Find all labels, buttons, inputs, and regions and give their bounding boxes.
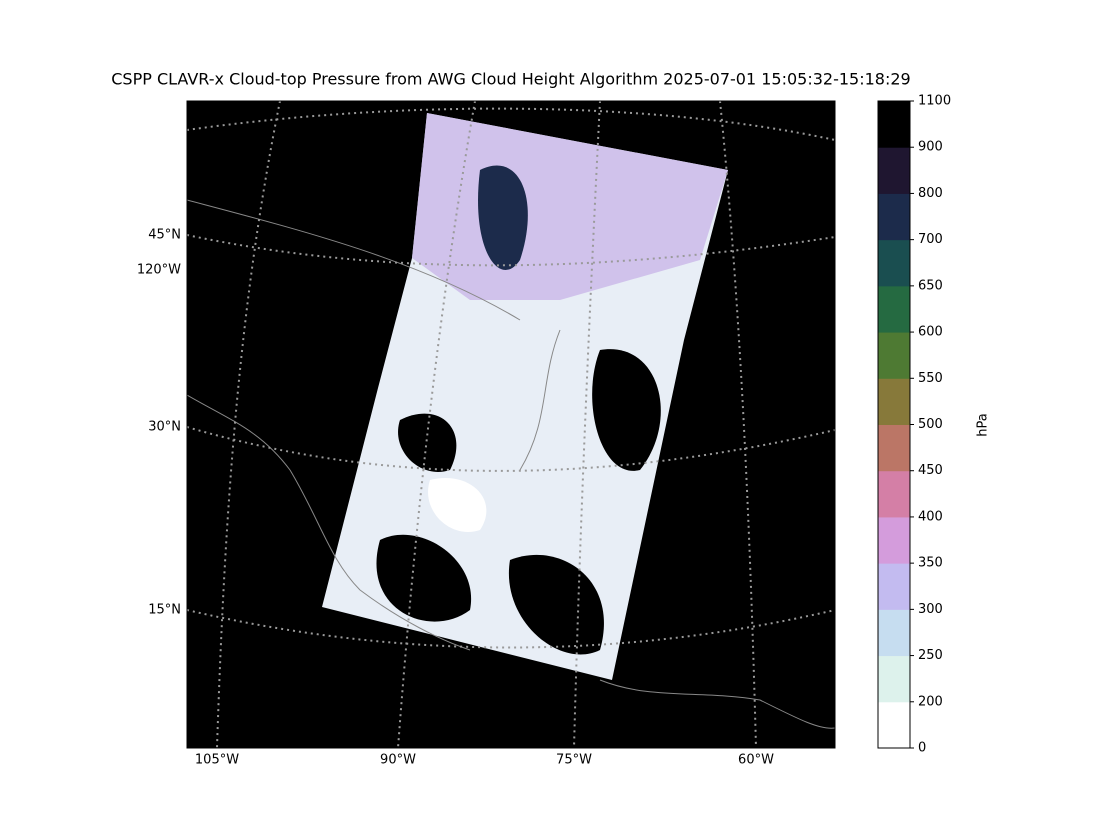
colorbar-segment	[878, 378, 910, 425]
colorbar-segment	[878, 655, 910, 703]
colorbar-segment	[878, 424, 910, 472]
colorbar-tick-label: 550	[918, 371, 943, 386]
colorbar-tick-label: 650	[918, 278, 943, 293]
colorbar: 0 200 250 300 350 400 450 500 550 600 650 700 800 900…	[877, 94, 991, 756]
colorbar-tick-label: 800	[918, 186, 943, 201]
clear-region	[508, 554, 604, 655]
lon-label: 75°W	[556, 753, 592, 768]
colorbar-segment	[878, 101, 910, 148]
colorbar-tick-label: 1100	[918, 94, 951, 109]
colorbar-segment	[878, 147, 910, 194]
colorbar-segment	[878, 563, 910, 610]
clear-region	[592, 349, 661, 471]
graticule	[187, 234, 835, 267]
colorbar-tick-label: 450	[918, 463, 943, 478]
colorbar-segment	[878, 701, 910, 749]
colorbar-segment	[878, 609, 910, 657]
colorbar-tick-label: 300	[918, 602, 943, 617]
lat-label: 120°W	[137, 263, 181, 278]
colorbar-segment	[878, 239, 910, 287]
coastline	[187, 199, 835, 729]
colorbar-tick-label: 700	[918, 232, 943, 247]
graticule	[216, 101, 281, 748]
colorbar-tick-label: 500	[918, 417, 943, 432]
colorbar-segment	[878, 332, 910, 379]
colorbar-segment	[878, 470, 910, 518]
map	[187, 101, 835, 748]
colorbar-segment	[878, 285, 910, 333]
colorbar-tick-label: 250	[918, 648, 943, 663]
colorbar-tick-label: 400	[918, 509, 943, 524]
lon-label: 105°W	[195, 753, 239, 768]
colorbar-tick-label: 900	[918, 140, 943, 155]
clear-region	[398, 413, 457, 472]
lon-label: 60°W	[738, 753, 774, 768]
lat-label: 45°N	[148, 228, 181, 243]
title: CSPP CLAVR-x Cloud-top Pressure from AWG…	[111, 70, 910, 89]
lat-label: 30°N	[148, 420, 181, 435]
colorbar-segment	[878, 516, 910, 564]
colorbar-tick-label: 200	[918, 694, 943, 709]
cloud-region	[478, 165, 528, 270]
colorbar-label: hPa	[976, 413, 991, 436]
lat-label: 15°N	[148, 603, 181, 618]
cloud-region	[428, 478, 487, 532]
graticule	[719, 101, 757, 748]
graticule	[573, 101, 601, 748]
colorbar-tick-label: 600	[918, 325, 943, 340]
map-labels: 45°N 120°W 30°N 15°N 105°W 90°W 75°W 60°W	[137, 228, 774, 768]
lon-label: 90°W	[380, 753, 416, 768]
colorbar-segment	[878, 193, 910, 241]
clear-region	[376, 534, 472, 622]
map-frame	[186, 100, 836, 749]
colorbar-tick-label: 350	[918, 556, 943, 571]
colorbar-tick-label: 0	[918, 741, 926, 756]
